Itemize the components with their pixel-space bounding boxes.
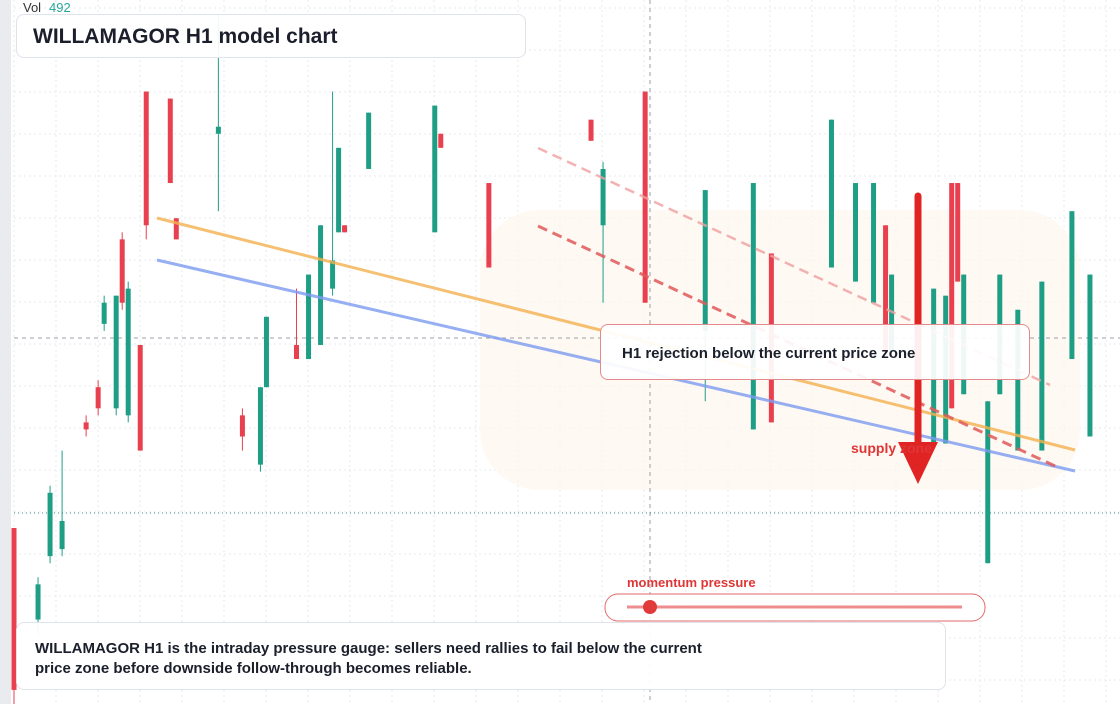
arrow-head: [898, 442, 938, 484]
candle-body: [95, 387, 101, 409]
candle-body: [342, 225, 348, 233]
candle-body: [432, 105, 438, 233]
candle-body: [294, 344, 300, 360]
gauge-label: momentum pressure: [627, 575, 756, 590]
volume-value: 492: [49, 0, 71, 15]
candle-body: [949, 183, 955, 409]
gauge-knob[interactable]: [643, 600, 657, 614]
candle-body: [1039, 281, 1045, 451]
description: WILLAMAGOR H1 is the intraday pressure g…: [35, 640, 702, 677]
candle-body: [143, 91, 149, 226]
left-edge: [0, 0, 11, 704]
candle-body: [853, 183, 859, 282]
candle-body: [1069, 211, 1075, 360]
volume-label: Vol: [23, 0, 41, 15]
candle-body: [263, 316, 269, 388]
candle-body: [828, 119, 834, 268]
candle-body: [113, 295, 119, 409]
candle-body: [47, 492, 53, 557]
candle-body: [306, 274, 312, 360]
candle-body: [486, 183, 492, 268]
candle-body: [600, 168, 606, 226]
candle-body: [125, 288, 131, 416]
candle-body: [588, 119, 594, 141]
candle-body: [336, 147, 342, 233]
candle-body: [167, 98, 173, 184]
candle-body: [11, 528, 17, 690]
candle-body: [889, 274, 895, 352]
annotation: H1 rejection below the current price zon…: [622, 345, 916, 362]
candle-body: [985, 401, 991, 564]
candle-body: [366, 112, 372, 169]
candle-body: [119, 239, 125, 303]
candle-body: [35, 584, 41, 620]
candle-body: [883, 225, 889, 352]
candle-body: [702, 190, 708, 331]
candle-body: [330, 260, 336, 289]
candle-body: [101, 302, 107, 324]
candle-body: [173, 218, 179, 240]
candle-body: [257, 387, 263, 465]
candle-body: [1015, 309, 1021, 451]
candle-body: [137, 344, 143, 451]
candle-body: [83, 422, 89, 430]
candle-body: [215, 126, 221, 134]
candle-body: [239, 415, 245, 437]
candle-body: [955, 183, 961, 282]
candle-body: [750, 183, 756, 430]
candle-body: [318, 225, 324, 345]
chart-title: WILLAMAGOR H1 model chart: [33, 25, 338, 48]
candle-body: [871, 183, 877, 303]
candle-body: [438, 133, 444, 148]
title-box: WILLAMAGOR H1 model chart: [16, 14, 526, 58]
candle-body: [1087, 274, 1093, 437]
annotation-box: H1 rejection below the current price zon…: [600, 324, 1030, 380]
zone-label: supply zone: [851, 440, 932, 456]
candle-body: [59, 520, 65, 550]
description-box: WILLAMAGOR H1 is the intraday pressure g…: [16, 622, 946, 690]
